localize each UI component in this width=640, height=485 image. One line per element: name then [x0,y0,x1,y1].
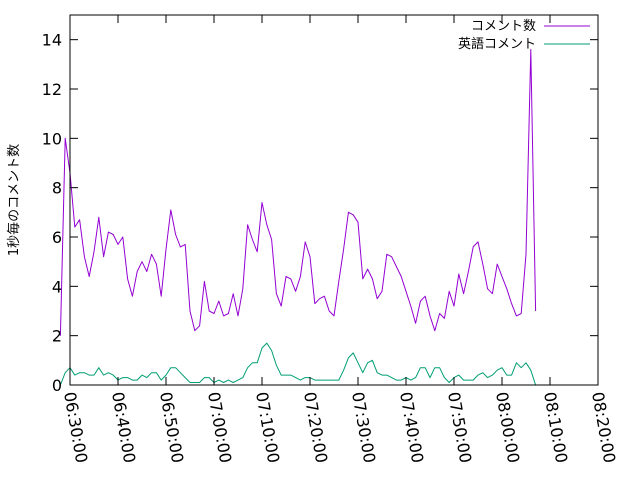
y-tick-label: 6 [52,228,62,247]
y-tick-label: 12 [42,80,62,99]
series-line-1 [59,49,537,336]
legend-label-1: コメント数 [471,19,536,34]
y-tick-label: 8 [52,179,62,198]
series-layer [59,49,537,386]
plot-frame [69,14,599,386]
y-axis-ticks: 0 2 4 6 8 10 12 14 [42,31,598,395]
legend-label-2: 英語コメント [458,36,536,52]
series-line-2 [59,342,537,386]
y-tick-label: 0 [52,376,62,395]
y-tick-label: 4 [52,277,62,296]
y-tick-label: 14 [42,31,62,50]
y-tick-label: 10 [42,129,62,148]
y-axis-label: 1秒毎のコメント数 [6,144,22,256]
y-tick-label: 2 [52,327,62,346]
